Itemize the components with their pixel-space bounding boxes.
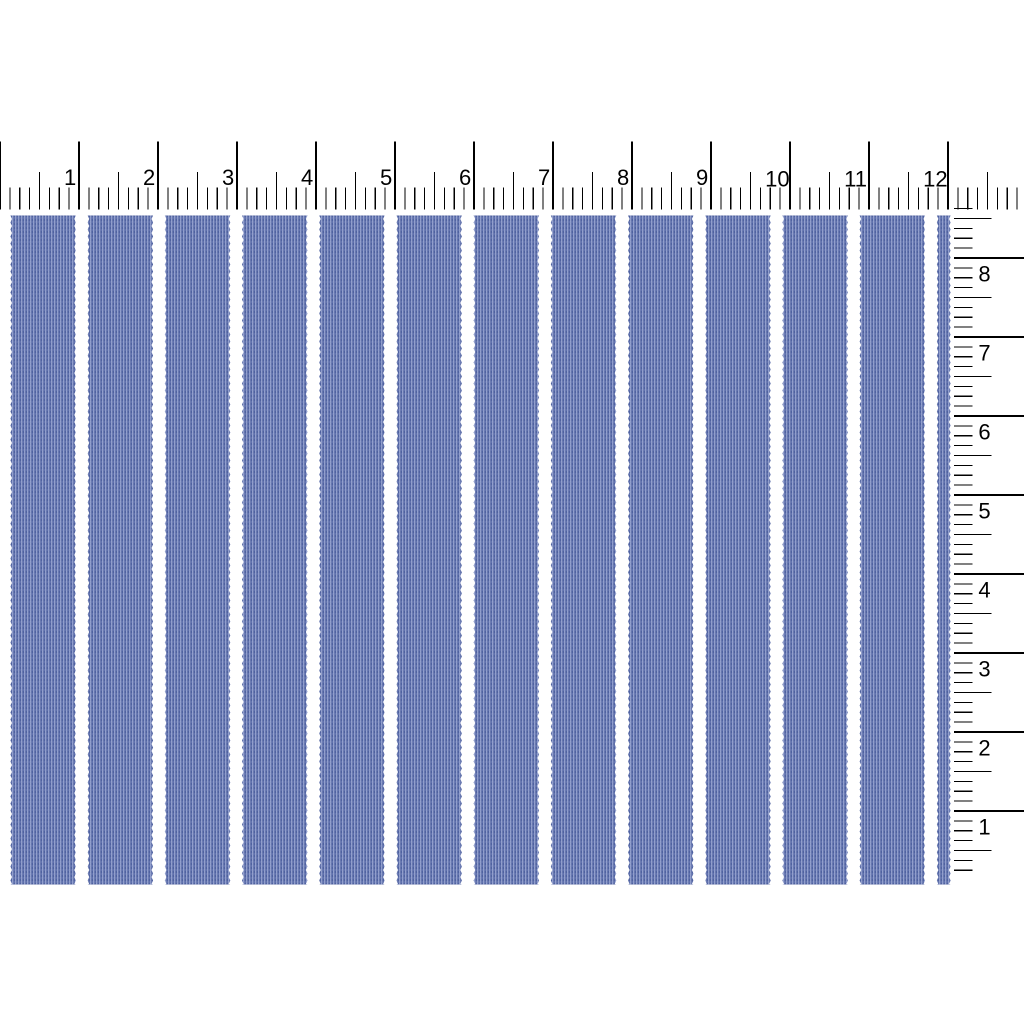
svg-text:5: 5: [380, 165, 392, 190]
svg-text:5: 5: [978, 498, 990, 523]
svg-text:8: 8: [978, 261, 990, 286]
svg-text:1: 1: [978, 814, 990, 839]
svg-text:2: 2: [143, 165, 155, 190]
svg-text:2: 2: [978, 735, 990, 760]
svg-text:11: 11: [844, 167, 867, 192]
svg-text:6: 6: [459, 165, 471, 190]
svg-text:1: 1: [64, 165, 76, 190]
svg-text:4: 4: [301, 165, 313, 190]
svg-text:3: 3: [978, 656, 990, 681]
svg-text:10: 10: [765, 167, 789, 192]
svg-text:12: 12: [923, 167, 947, 192]
svg-text:8: 8: [617, 165, 629, 190]
svg-text:9: 9: [696, 165, 708, 190]
svg-text:4: 4: [978, 577, 990, 602]
svg-text:7: 7: [978, 340, 990, 365]
svg-text:6: 6: [978, 419, 990, 444]
svg-text:7: 7: [538, 165, 550, 190]
svg-text:3: 3: [222, 165, 234, 190]
